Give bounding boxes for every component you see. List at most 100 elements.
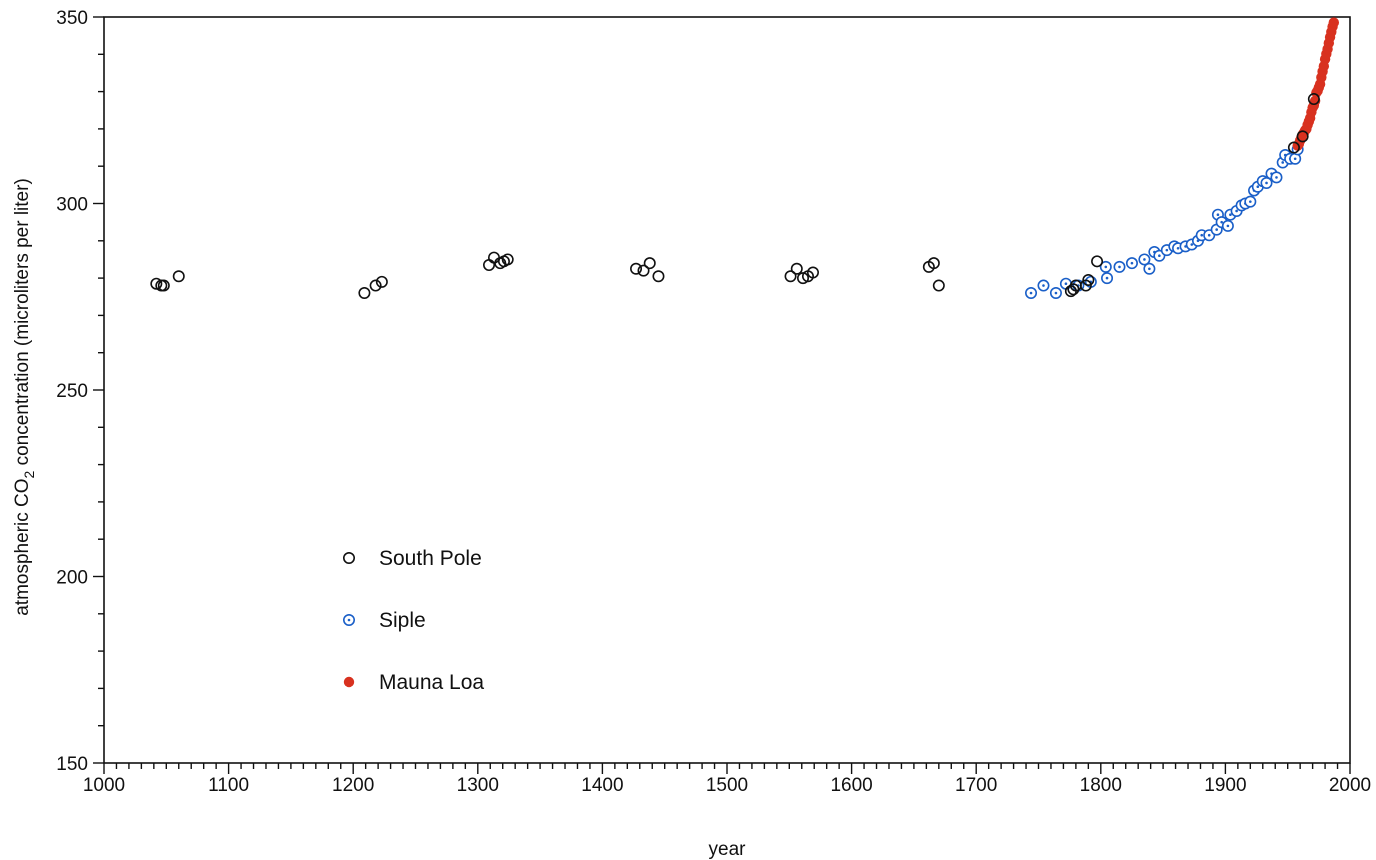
- x-tick-label: 1300: [457, 775, 499, 796]
- siple-marker-dot: [1130, 261, 1134, 265]
- siple-marker-dot: [1200, 233, 1204, 237]
- x-tick-label: 1600: [830, 775, 872, 796]
- siple-marker-dot: [1054, 291, 1058, 295]
- y-tick-label: 150: [56, 754, 88, 775]
- x-tick-label: 1400: [581, 775, 623, 796]
- south-pole-point: [157, 279, 170, 292]
- legend-label-siple: Siple: [379, 609, 426, 632]
- y-axis-title-prefix: atmospheric CO: [12, 479, 33, 616]
- siple-point: [1244, 195, 1257, 208]
- y-tick-label: 300: [56, 195, 88, 216]
- south-pole-point: [1079, 279, 1092, 292]
- y-axis-title-subscript: 2: [21, 471, 37, 479]
- siple-marker-dot: [1158, 254, 1161, 258]
- siple-marker-dot: [1042, 284, 1045, 287]
- legend-marker-mauna-loa: [343, 676, 355, 688]
- siple-marker-dot: [1176, 246, 1180, 250]
- south-pole-point: [358, 287, 371, 300]
- plot-frame: [103, 16, 1351, 764]
- south-pole-point: [487, 251, 500, 264]
- siple-marker-dot: [1256, 185, 1260, 189]
- siple-marker-dot: [1275, 176, 1278, 179]
- south-pole-point: [172, 270, 185, 283]
- siple-marker-dot: [1165, 248, 1169, 252]
- legend: South Pole Siple Mauna Loa: [342, 547, 484, 694]
- siple-marker-dot: [1229, 213, 1232, 216]
- siple-marker-dot: [1104, 265, 1108, 269]
- siple-point: [1037, 279, 1050, 292]
- siple-marker-dot: [1105, 276, 1109, 280]
- south-pole-point: [637, 264, 650, 277]
- legend-label-mauna-loa: Mauna Loa: [379, 671, 484, 694]
- y-tick-label: 250: [56, 381, 88, 402]
- south-pole-point: [784, 270, 797, 283]
- y-axis-title: atmospheric CO2 concentration (microlite…: [12, 178, 37, 616]
- siple-marker-dot: [1148, 267, 1151, 271]
- siple-point: [1113, 260, 1126, 273]
- mauna-loa-point: [1328, 17, 1340, 28]
- south-pole-point: [1296, 130, 1309, 143]
- x-tick-label: 1900: [1204, 775, 1246, 796]
- siple-marker-dot: [1143, 258, 1146, 261]
- south-pole-point: [375, 275, 388, 288]
- siple-point: [1059, 277, 1072, 290]
- siple-marker-dot: [1226, 224, 1230, 228]
- x-tick-label: 1100: [208, 775, 249, 796]
- south-pole-point: [652, 270, 665, 283]
- south-pole-point: [927, 257, 940, 270]
- data-points: [150, 17, 1340, 300]
- siple-point: [1260, 176, 1273, 189]
- south-pole-point: [1287, 141, 1300, 154]
- south-pole-point: [643, 257, 656, 270]
- legend-marker-siple: [342, 613, 355, 626]
- x-axis: 1000 1100 1200 1300 1400 1500 1600 1700 1800 1900…: [83, 763, 1371, 796]
- south-pole-point: [932, 279, 945, 292]
- south-pole-point: [790, 262, 803, 275]
- south-pole-point: [483, 259, 496, 272]
- x-tick-label: 1800: [1080, 775, 1122, 796]
- siple-point: [1138, 253, 1151, 266]
- south-pole-point: [630, 262, 643, 275]
- south-pole-point: [806, 266, 819, 279]
- x-tick-label: 1700: [955, 775, 997, 796]
- siple-point: [1221, 219, 1234, 232]
- south-pole-point: [1091, 255, 1104, 268]
- siple-marker-dot: [1265, 181, 1268, 185]
- siple-marker-dot: [1220, 220, 1223, 224]
- siple-marker-dot: [1118, 265, 1121, 269]
- siple-marker-dot: [1216, 213, 1220, 216]
- siple-marker-dot: [1064, 282, 1068, 285]
- south-pole-point: [1082, 273, 1095, 286]
- south-pole-point: [501, 253, 514, 266]
- siple-point: [1143, 262, 1156, 275]
- siple-marker-dot: [1207, 233, 1211, 237]
- siple-marker-dot: [1029, 291, 1033, 295]
- x-axis-title: year: [709, 839, 747, 860]
- y-tick-label: 350: [56, 8, 88, 29]
- x-tick-label: 2000: [1329, 775, 1371, 796]
- siple-point: [1125, 257, 1138, 270]
- siple-point: [1025, 287, 1038, 300]
- siple-marker-dot: [347, 618, 351, 622]
- y-axis: 150 200 250 300 350: [56, 8, 104, 775]
- legend-marker-south-pole: [342, 551, 355, 564]
- legend-label-south-pole: South Pole: [379, 547, 482, 570]
- south-pole-point: [1307, 93, 1320, 106]
- siple-marker-dot: [1249, 200, 1252, 203]
- siple-marker-dot: [1235, 209, 1238, 213]
- siple-point: [1049, 287, 1062, 300]
- x-tick-label: 1000: [83, 775, 125, 796]
- siple-marker-dot: [1293, 157, 1297, 161]
- x-tick-label: 1500: [706, 775, 748, 796]
- south-pole-point: [369, 279, 382, 292]
- siple-point: [1101, 272, 1114, 285]
- siple-marker-dot: [1190, 243, 1194, 246]
- siple-point: [1099, 260, 1112, 273]
- siple-marker-dot: [1215, 228, 1218, 231]
- siple-marker-dot: [1281, 161, 1285, 164]
- y-axis-title-suffix: concentration (microliters per liter): [12, 178, 33, 470]
- x-tick-label: 1200: [332, 775, 374, 796]
- siple-point: [1270, 171, 1283, 184]
- y-tick-label: 200: [56, 568, 88, 589]
